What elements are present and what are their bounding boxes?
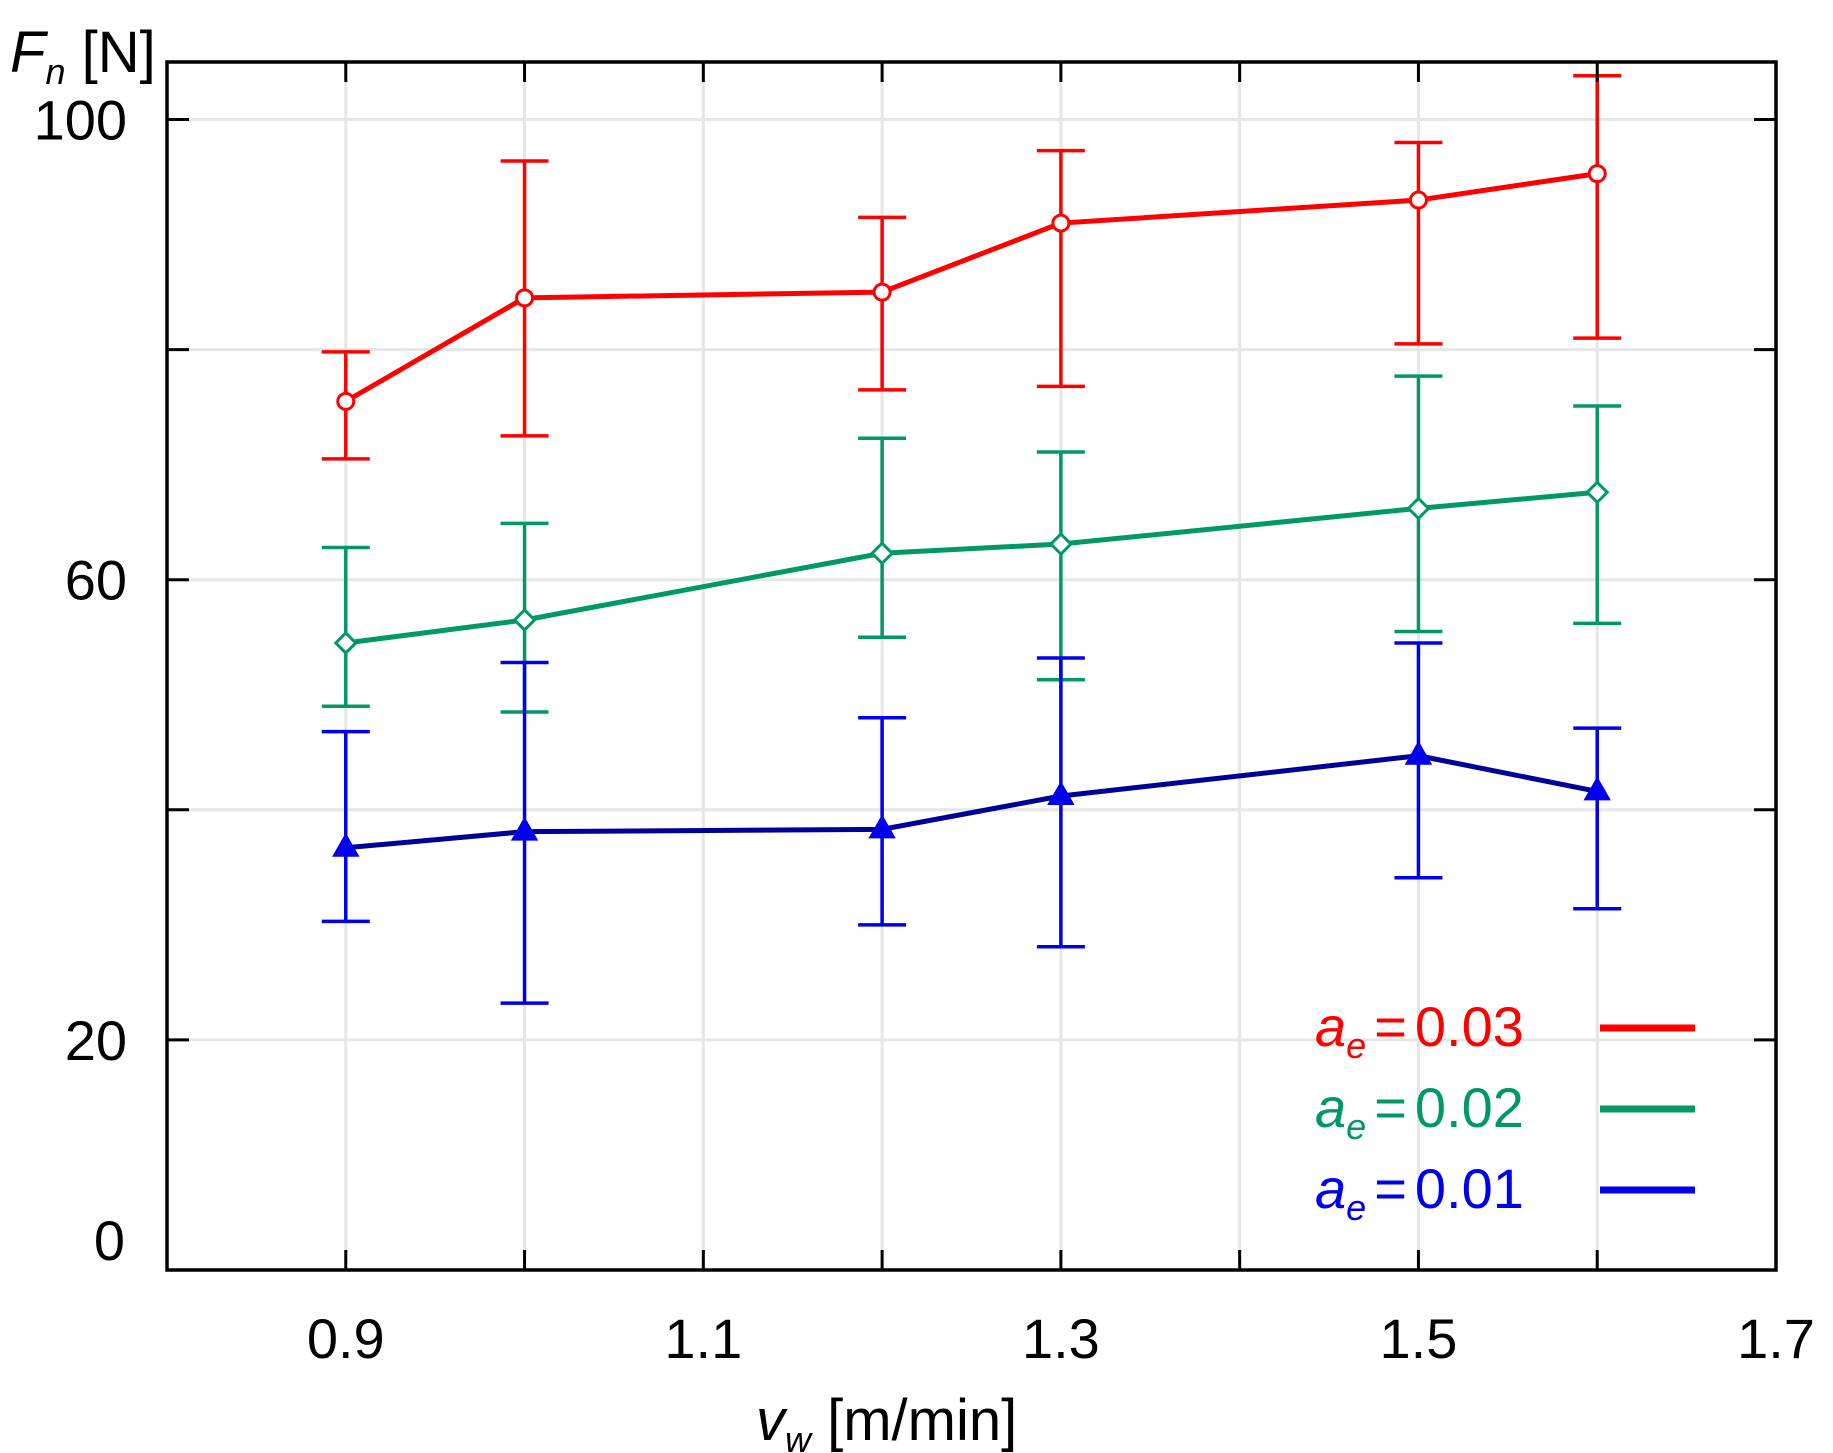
data-point: [510, 816, 539, 841]
plot-frame: [165, 60, 1778, 1272]
x-axis-label: vw [m/min]: [756, 1388, 1017, 1453]
data-point: [872, 282, 892, 302]
x-tick-label: 1.7: [1737, 1307, 1815, 1370]
series-line: [344, 171, 1598, 404]
data-point: [1048, 531, 1074, 557]
legend-label: ae = 0.03: [1315, 995, 1524, 1066]
legend: ae = 0.03 ae = 0.02 ae = 0.01: [1315, 995, 1695, 1228]
x-tick-label: 1.1: [664, 1307, 742, 1370]
data-point: [1408, 190, 1428, 210]
y-tick-label: 60: [65, 549, 127, 612]
data-point: [512, 607, 537, 633]
y-axis-label: Fn [N]: [10, 20, 156, 92]
y-tick-label-zero: 0: [94, 1209, 125, 1272]
data-point: [332, 832, 360, 857]
y-tick-label: 20: [65, 1009, 127, 1072]
x-tick-label: 0.9: [307, 1307, 385, 1370]
data-point: [1583, 776, 1611, 801]
data-point: [1587, 164, 1607, 184]
data-point: [515, 288, 535, 308]
data-point: [1051, 213, 1071, 233]
x-tick-label: 1.5: [1380, 1307, 1458, 1370]
series-line: [345, 489, 1598, 646]
grid-lines: [167, 62, 1776, 1270]
data-point: [868, 814, 896, 839]
series-line: [345, 753, 1598, 851]
data-point: [1406, 496, 1431, 521]
y-tick-label: 100: [34, 89, 127, 152]
data-point: [1585, 480, 1610, 505]
data-point: [1404, 740, 1433, 765]
error-bars: [321, 74, 1622, 1005]
data-point: [869, 541, 895, 566]
series-lines: [344, 171, 1598, 851]
data-point: [333, 630, 358, 656]
x-tick-label: 1.3: [1022, 1307, 1100, 1370]
axis-ticks: 0.9 1.1 1.3 1.5 1.7 20 60 100 0: [34, 62, 1815, 1370]
data-markers: [332, 164, 1611, 857]
data-point: [1047, 780, 1075, 806]
data-point: [336, 391, 356, 411]
legend-label: ae = 0.02: [1315, 1076, 1524, 1147]
legend-label: ae = 0.01: [1315, 1157, 1524, 1228]
